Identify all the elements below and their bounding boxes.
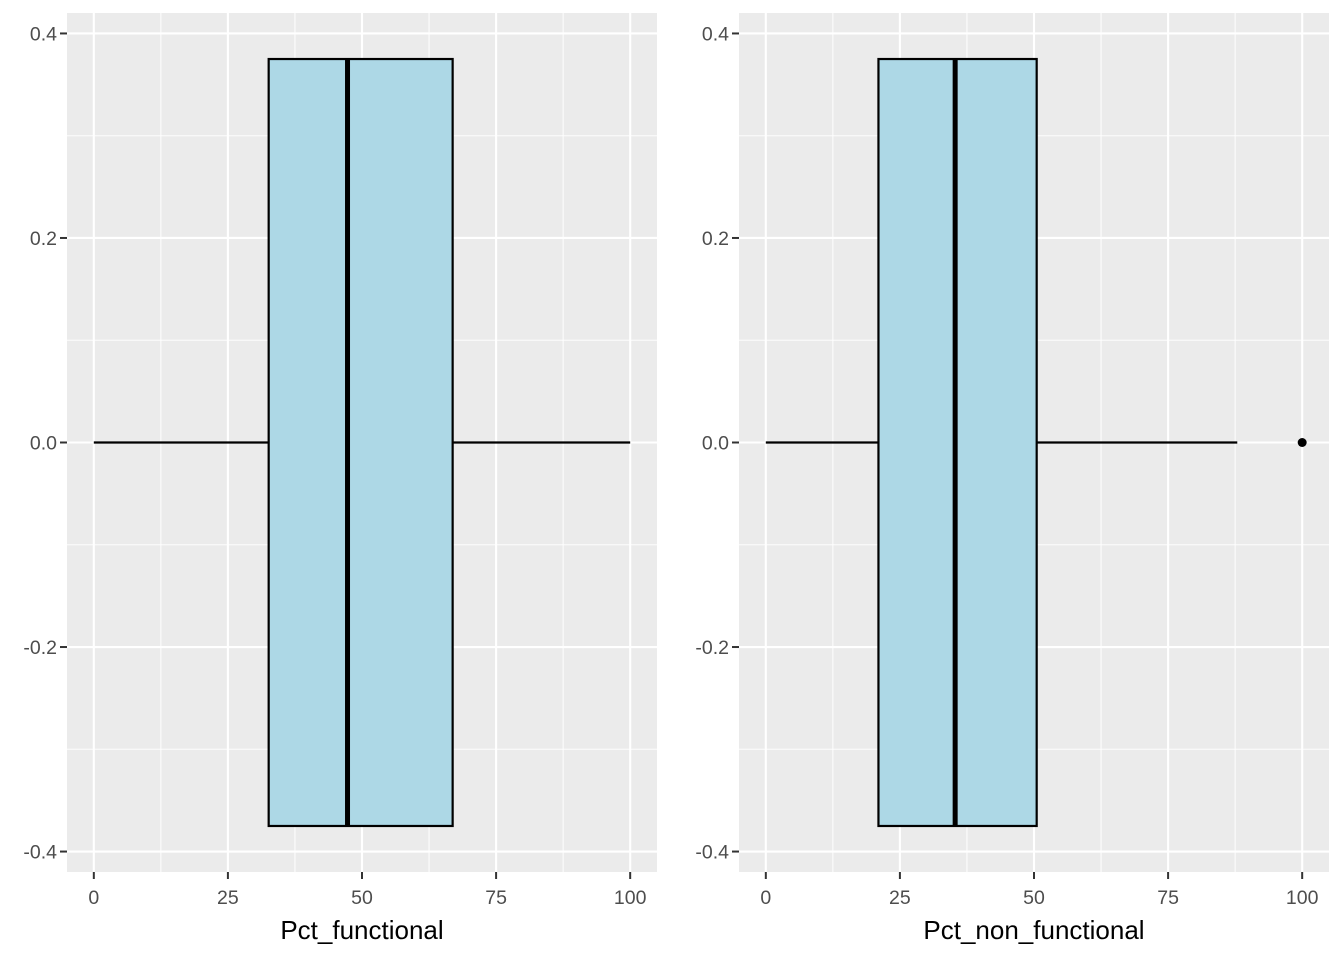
y-tick-label: 0.2 bbox=[702, 228, 729, 250]
y-tick-label: -0.4 bbox=[23, 842, 57, 864]
y-tick-label: 0.4 bbox=[702, 23, 729, 45]
y-tick-label: 0.4 bbox=[30, 23, 57, 45]
y-tick-label: -0.4 bbox=[695, 842, 729, 864]
y-tick-label: 0.0 bbox=[702, 433, 729, 455]
x-axis-title: Pct_functional bbox=[280, 915, 443, 945]
x-tick-label: 25 bbox=[217, 887, 239, 909]
x-tick-label: 0 bbox=[88, 887, 99, 909]
y-tick-label: 0.2 bbox=[30, 228, 57, 250]
x-tick-label: 0 bbox=[760, 887, 771, 909]
outlier-point bbox=[1297, 438, 1307, 447]
x-tick-label: 100 bbox=[1286, 887, 1319, 909]
x-tick-label: 50 bbox=[351, 887, 373, 909]
x-axis-title: Pct_non_functional bbox=[923, 915, 1144, 945]
x-tick-label: 50 bbox=[1023, 887, 1045, 909]
panel-1: 0 25 50 75 100 -0.4 -0.2 0.0 0.2 0.4 Pct_functiona… bbox=[23, 13, 657, 945]
panel-2: 0 25 50 75 100 -0.4 -0.2 0.0 0.2 0.4 Pct_non_funct… bbox=[695, 13, 1329, 945]
y-tick-label: -0.2 bbox=[23, 637, 57, 659]
x-tick-label: 25 bbox=[889, 887, 911, 909]
x-tick-label: 75 bbox=[485, 887, 507, 909]
y-tick-label: 0.0 bbox=[30, 433, 57, 455]
iqr-box bbox=[267, 57, 454, 828]
x-tick-label: 75 bbox=[1157, 887, 1179, 909]
x-tick-label: 100 bbox=[614, 887, 647, 909]
y-tick-label: -0.2 bbox=[695, 637, 729, 659]
